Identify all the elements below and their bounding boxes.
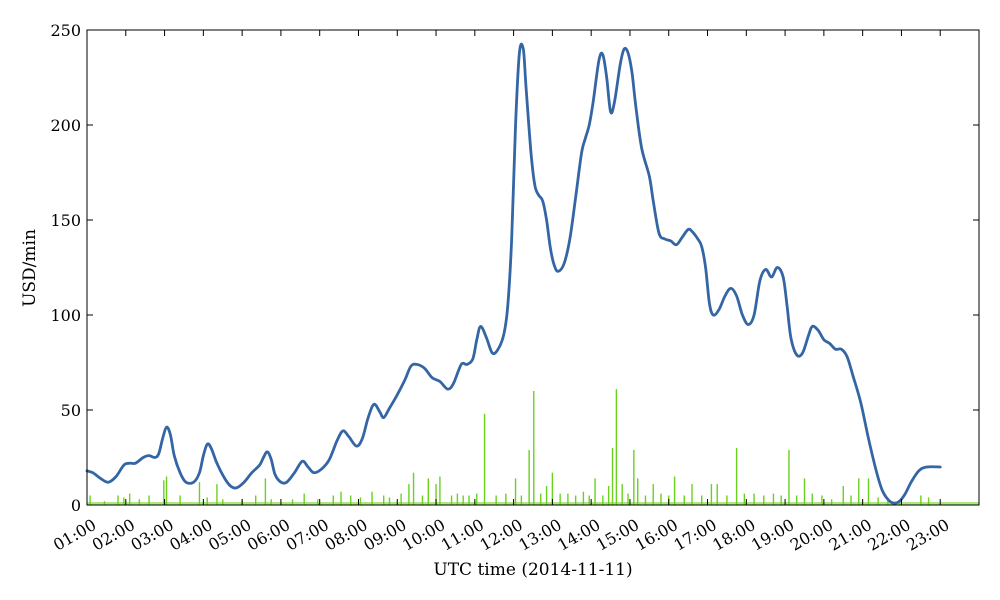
x-tick-labels: 01:0002:0003:0004:0005:0006:0007:0008:00… <box>50 515 953 555</box>
x-tick-label: 19:00 <box>748 515 797 555</box>
x-tick-label: 09:00 <box>360 515 409 555</box>
bar-series <box>87 389 979 505</box>
x-tick-label: 04:00 <box>166 515 215 555</box>
x-tick-label: 13:00 <box>515 515 564 555</box>
x-tick-label: 15:00 <box>593 515 642 555</box>
x-tick-label: 21:00 <box>826 515 875 555</box>
bar-baseline <box>87 502 979 505</box>
x-tick-label: 03:00 <box>128 515 177 555</box>
x-tick-label: 06:00 <box>244 515 293 555</box>
x-tick-label: 01:00 <box>50 515 99 555</box>
x-tick-label: 08:00 <box>321 515 370 555</box>
y-tick-label: 200 <box>50 116 81 135</box>
axis-ticks <box>86 29 979 506</box>
y-tick-label: 0 <box>71 496 81 515</box>
x-tick-label: 22:00 <box>864 515 913 555</box>
y-tick-label: 150 <box>50 211 81 230</box>
x-tick-label: 16:00 <box>632 515 681 555</box>
line-series <box>85 42 942 505</box>
x-tick-label: 02:00 <box>89 515 138 555</box>
y-tick-label: 50 <box>61 401 81 420</box>
plot-frame <box>86 29 980 506</box>
x-tick-label: 14:00 <box>554 515 603 555</box>
x-tick-label: 07:00 <box>283 515 332 555</box>
x-tick-label: 11:00 <box>438 515 487 555</box>
x-tick-label: 05:00 <box>205 515 254 555</box>
x-tick-label: 20:00 <box>787 515 836 555</box>
y-tick-label: 250 <box>50 21 81 40</box>
y-tick-label: 100 <box>50 306 81 325</box>
x-tick-label: 18:00 <box>709 515 758 555</box>
x-tick-label: 17:00 <box>670 515 719 555</box>
y-axis-title: USD/min <box>20 229 40 307</box>
y-tick-labels: 0 50 100 150 200 250 <box>50 21 81 515</box>
x-tick-label: 10:00 <box>399 515 448 555</box>
x-axis-title: UTC time (2014-11-11) <box>433 560 632 580</box>
x-tick-label: 12:00 <box>477 515 526 555</box>
x-tick-label: 23:00 <box>903 515 952 555</box>
